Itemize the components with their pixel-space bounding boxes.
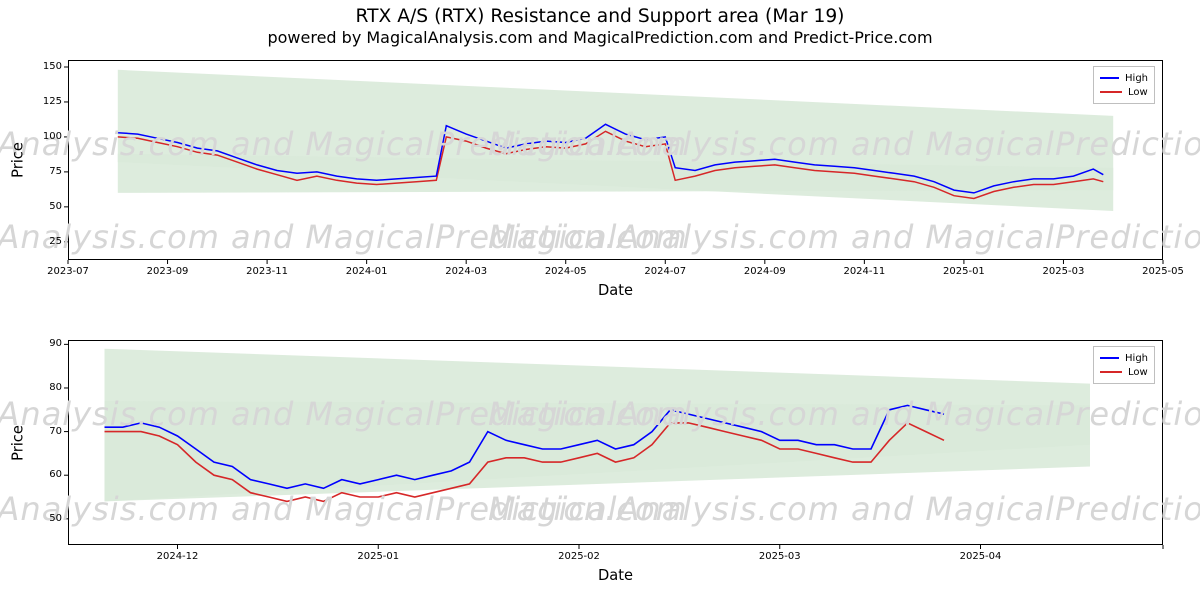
xtick-label: 2024-05: [545, 266, 587, 277]
xtick-label: 2025-03: [1043, 266, 1085, 277]
legend-item: Low: [1100, 85, 1148, 99]
ylabel-top: Price: [10, 142, 27, 178]
xtick-label: 2023-09: [147, 266, 189, 277]
axes-svg-top: [68, 60, 1163, 260]
subplot-bottom: HighLow MagicalAnalysis.com and MagicalP…: [68, 340, 1163, 545]
axes-svg-bottom: [68, 340, 1163, 545]
legend-label: Low: [1128, 87, 1148, 98]
legend-bottom: High Low: [1093, 346, 1155, 384]
xtick-label: 2024-01: [346, 266, 388, 277]
ytick-label: 50: [49, 201, 62, 212]
xlabel-bottom: Date: [598, 567, 633, 584]
ytick-label: 75: [49, 166, 62, 177]
xtick-label: 2023-11: [246, 266, 288, 277]
xtick-label: 2024-12: [157, 551, 199, 562]
ylabel-bottom: Price: [10, 425, 27, 461]
xtick-label: 2023-07: [47, 266, 89, 277]
xlabel-top: Date: [598, 282, 633, 299]
ytick-label: 150: [43, 61, 62, 72]
ytick-label: 100: [43, 131, 62, 142]
legend-label: High: [1125, 353, 1148, 364]
legend-item: Low: [1100, 365, 1148, 379]
xtick-label: 2025-05: [1142, 266, 1184, 277]
figure: RTX A/S (RTX) Resistance and Support are…: [0, 0, 1200, 600]
legend-swatch: [1100, 91, 1122, 93]
xtick-label: 2024-03: [445, 266, 487, 277]
xtick-label: 2025-01: [943, 266, 985, 277]
ytick-label: 90: [49, 338, 62, 349]
legend-swatch: [1100, 77, 1119, 79]
xtick-label: 2024-11: [843, 266, 885, 277]
xtick-label: 2025-03: [759, 551, 801, 562]
legend-swatch: [1100, 357, 1119, 359]
ytick-label: 80: [49, 382, 62, 393]
support-zone: [105, 401, 1091, 501]
legend-top: High Low: [1093, 66, 1155, 104]
ytick-label: 50: [49, 513, 62, 524]
legend-item: High: [1100, 71, 1148, 85]
ytick-label: 60: [49, 469, 62, 480]
chart-subtitle: powered by MagicalAnalysis.com and Magic…: [0, 28, 1200, 47]
xtick-label: 2025-02: [558, 551, 600, 562]
subplot-top: HighLow MagicalAnalysis.com and MagicalP…: [68, 60, 1163, 260]
ytick-label: 25: [49, 236, 62, 247]
xtick-label: 2025-04: [960, 551, 1002, 562]
xtick-label: 2024-09: [744, 266, 786, 277]
chart-title: RTX A/S (RTX) Resistance and Support are…: [0, 6, 1200, 27]
legend-label: Low: [1128, 367, 1148, 378]
legend-label: High: [1125, 73, 1148, 84]
ytick-label: 70: [49, 426, 62, 437]
xtick-label: 2024-07: [644, 266, 686, 277]
legend-swatch: [1100, 371, 1122, 373]
xtick-label: 2025-01: [357, 551, 399, 562]
ytick-label: 125: [43, 96, 62, 107]
legend-item: High: [1100, 351, 1148, 365]
